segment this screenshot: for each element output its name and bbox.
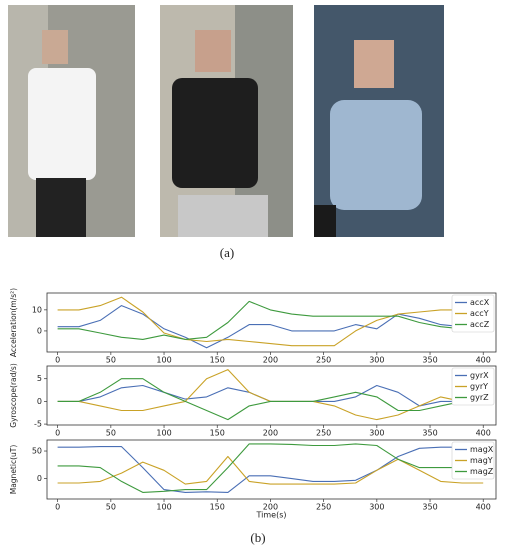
x-tick-label: 300 <box>369 356 384 365</box>
x-tick-label: 200 <box>263 356 278 365</box>
plot-frame <box>46 365 497 426</box>
x-tick-label: 250 <box>316 429 331 438</box>
data-line <box>57 455 484 485</box>
photo-2-shorts <box>178 195 268 237</box>
y-axis-label: Acceleration(m/s²) <box>9 288 18 357</box>
legend-label: gyrZ <box>470 393 489 402</box>
y-tick-label: 10 <box>32 305 42 314</box>
x-tick-label: 150 <box>210 503 225 512</box>
legend-label: magY <box>470 456 493 465</box>
x-tick-label: 350 <box>422 356 437 365</box>
x-tick-label: 350 <box>422 429 437 438</box>
data-line <box>57 443 484 493</box>
y-tick-label: 0 <box>37 474 42 483</box>
y-tick-label: 0 <box>37 397 42 406</box>
legend-label: gyrX <box>470 371 489 380</box>
x-tick-label: 50 <box>106 356 116 365</box>
photos <box>8 5 444 237</box>
y-tick-label: 5 <box>37 374 42 383</box>
legend-box <box>451 441 495 480</box>
legend-label: accY <box>470 309 489 318</box>
photo-1-shirt <box>28 68 96 180</box>
panel-label: (b) <box>250 530 265 545</box>
photo-3-face <box>354 40 394 88</box>
x-tick-label: 400 <box>476 356 491 365</box>
x-tick-label: 250 <box>316 356 331 365</box>
x-tick-label: 200 <box>263 503 278 512</box>
photo-2-face <box>195 30 231 72</box>
photo-3-camera <box>314 205 336 237</box>
photo-1-face <box>42 30 68 64</box>
legend-label: magZ <box>470 467 494 476</box>
y-tick-label: 0 <box>37 326 42 335</box>
x-tick-label: 0 <box>55 356 60 365</box>
legend-label: accZ <box>470 320 490 329</box>
legend-box <box>451 367 495 406</box>
legend-label: gyrY <box>470 382 488 391</box>
x-tick-label: 50 <box>106 503 116 512</box>
data-line <box>57 446 484 493</box>
panel-label: (a) <box>220 245 234 260</box>
x-tick-label: 100 <box>156 356 171 365</box>
data-line <box>57 378 484 421</box>
x-tick-label: 0 <box>55 429 60 438</box>
photo-2-shirt <box>172 78 258 188</box>
x-tick-label: 150 <box>210 429 225 438</box>
plot-frame <box>46 439 497 500</box>
x-tick-label: 300 <box>369 429 384 438</box>
x-tick-label: 400 <box>476 503 491 512</box>
x-tick-label: 0 <box>55 503 60 512</box>
x-tick-label: 400 <box>476 429 491 438</box>
x-tick-label: 100 <box>156 503 171 512</box>
y-axis-label: Magnetic(uT) <box>9 445 18 495</box>
y-axis-label: Gyroscope(rad/s) <box>9 363 18 428</box>
legend-label: magX <box>470 445 494 454</box>
x-tick-label: 350 <box>422 503 437 512</box>
legend-box <box>451 294 495 333</box>
photo-3-shirt <box>330 100 422 210</box>
legend-label: accX <box>470 298 490 307</box>
x-tick-label: 100 <box>156 429 171 438</box>
plot-frame <box>46 292 497 353</box>
data-line <box>57 384 484 407</box>
y-tick-label: 50 <box>32 447 42 456</box>
data-line <box>57 300 484 340</box>
x-axis-label: Time(s) <box>256 511 287 520</box>
y-tick-label: -5 <box>34 420 42 429</box>
data-line <box>57 296 484 347</box>
data-line <box>57 369 484 421</box>
x-tick-label: 250 <box>316 503 331 512</box>
x-tick-label: 50 <box>106 429 116 438</box>
photo-1-pants <box>36 178 86 237</box>
x-tick-label: 300 <box>369 503 384 512</box>
x-tick-label: 200 <box>263 429 278 438</box>
data-line <box>57 305 484 349</box>
x-tick-label: 150 <box>210 356 225 365</box>
